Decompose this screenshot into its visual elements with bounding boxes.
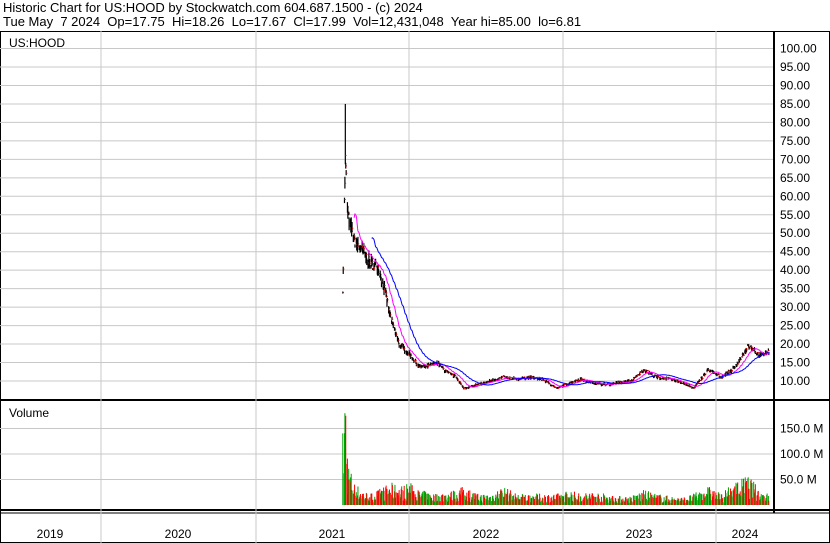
year-label: 2021 xyxy=(319,527,346,541)
price-tick-label: 40.00 xyxy=(780,263,810,277)
price-tick-label: 70.00 xyxy=(780,152,810,166)
price-tick-label: 15.00 xyxy=(780,356,810,370)
price-tick-label: 80.00 xyxy=(780,115,810,129)
chart-title: Historic Chart for US:HOOD by Stockwatch… xyxy=(3,0,423,15)
price-tick-label: 60.00 xyxy=(780,189,810,203)
quote-summary: Tue May 7 2024 Op=17.75 Hi=18.26 Lo=17.6… xyxy=(3,14,582,29)
long-moving-average-line xyxy=(371,237,769,386)
price-tick-label: 65.00 xyxy=(780,171,810,185)
short-moving-average-line xyxy=(353,212,769,388)
price-tick-label: 90.00 xyxy=(780,78,810,92)
year-label: 2020 xyxy=(165,527,192,541)
price-tick-label: 45.00 xyxy=(780,245,810,259)
volume-tick-label: 150.0 M xyxy=(780,422,823,436)
price-tick-label: 50.00 xyxy=(780,226,810,240)
price-tick-label: 10.00 xyxy=(780,374,810,388)
year-label: 2019 xyxy=(37,527,64,541)
chart-frame xyxy=(0,31,830,543)
price-tick-label: 75.00 xyxy=(780,134,810,148)
price-tick-label: 85.00 xyxy=(780,97,810,111)
volume-tick-label: 50.0 M xyxy=(780,473,817,487)
price-tick-label: 20.00 xyxy=(780,337,810,351)
volume-label: Volume xyxy=(9,406,49,420)
year-label: 2024 xyxy=(732,527,759,541)
price-tick-label: 100.00 xyxy=(780,42,817,56)
symbol-label: US:HOOD xyxy=(9,36,65,50)
volume-tick-label: 100.0 M xyxy=(780,447,823,461)
price-tick-label: 35.00 xyxy=(780,282,810,296)
price-tick-label: 95.00 xyxy=(780,60,810,74)
price-tick-label: 55.00 xyxy=(780,208,810,222)
year-label: 2023 xyxy=(626,527,653,541)
price-tick-label: 25.00 xyxy=(780,319,810,333)
price-tick-label: 30.00 xyxy=(780,300,810,314)
year-label: 2022 xyxy=(473,527,500,541)
